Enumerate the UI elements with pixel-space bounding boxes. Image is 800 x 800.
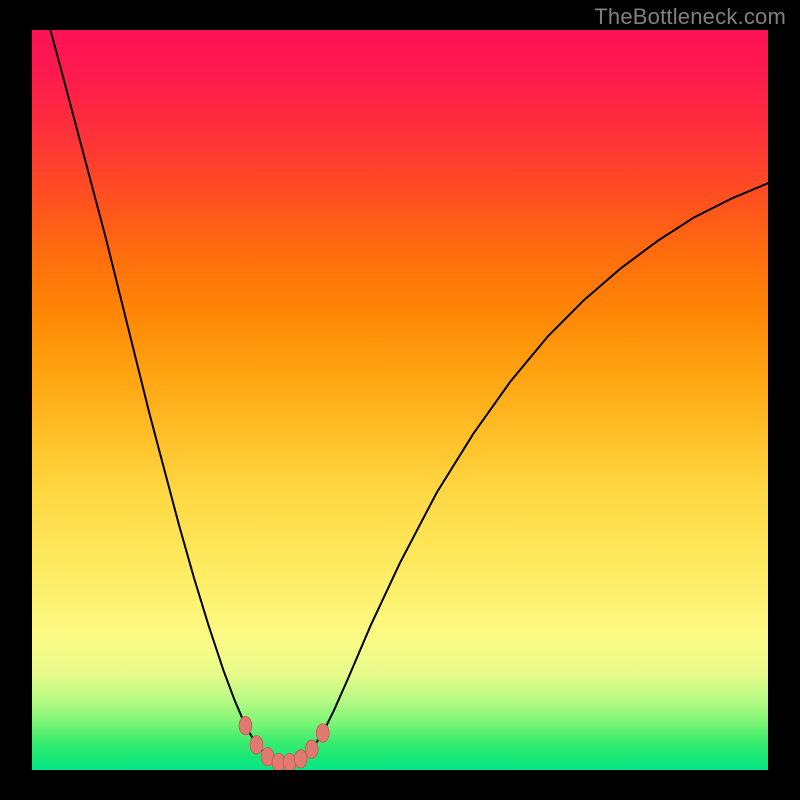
curve-marker [250, 736, 263, 754]
watermark-text: TheBottleneck.com [594, 4, 786, 30]
curve-marker [283, 753, 296, 771]
curve-marker [316, 724, 329, 742]
chart-stage: TheBottleneck.com [0, 0, 800, 800]
curve-marker [239, 716, 252, 734]
curve-marker [294, 750, 307, 768]
curve-marker [305, 740, 318, 758]
plot-background-gradient [32, 30, 768, 770]
bottleneck-curve-chart [0, 0, 800, 800]
